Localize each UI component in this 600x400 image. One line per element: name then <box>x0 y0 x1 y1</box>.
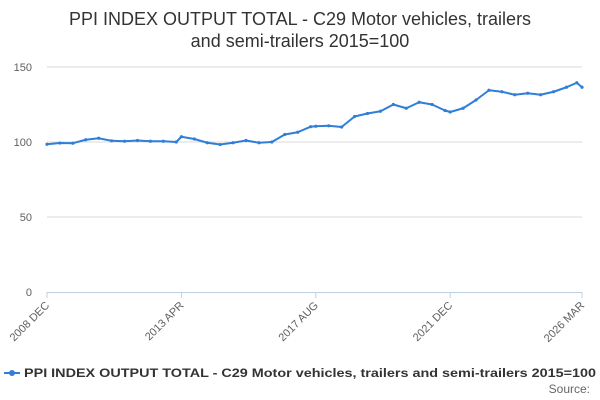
data-point[interactable] <box>340 125 344 129</box>
data-point[interactable] <box>461 106 465 110</box>
data-point[interactable] <box>296 130 300 134</box>
data-point[interactable] <box>448 110 452 114</box>
data-point[interactable] <box>283 132 287 137</box>
legend[interactable]: PPI INDEX OUTPUT TOTAL - C29 Motor vehic… <box>4 366 596 380</box>
data-point[interactable] <box>430 102 434 107</box>
data-point[interactable] <box>270 140 274 144</box>
y-tick-label: 50 <box>20 212 32 224</box>
chart-title-line-2: and semi-trailers 2015=100 <box>191 31 410 51</box>
data-point[interactable] <box>474 98 478 102</box>
data-point[interactable] <box>257 141 261 145</box>
data-point[interactable] <box>314 124 318 128</box>
data-point[interactable] <box>487 88 491 92</box>
data-point[interactable] <box>500 90 504 94</box>
chart-title-line-1: PPI INDEX OUTPUT TOTAL - C29 Motor vehic… <box>69 9 531 29</box>
data-point[interactable] <box>404 106 408 110</box>
x-tick-label: 2017 AUG <box>277 300 321 344</box>
data-point[interactable] <box>84 138 88 142</box>
y-axis-ticks: 0 50 100 150 <box>14 62 32 299</box>
data-point[interactable] <box>231 141 235 145</box>
data-point[interactable] <box>513 93 517 97</box>
y-tick-label: 150 <box>14 62 32 74</box>
data-point[interactable] <box>97 136 101 140</box>
data-point[interactable] <box>71 141 75 145</box>
data-point[interactable] <box>135 138 140 143</box>
data-point[interactable] <box>148 139 152 143</box>
data-point[interactable] <box>45 142 49 146</box>
x-tick-label: 2013 APR <box>143 300 187 344</box>
x-tick-label: 2021 DEC <box>411 300 455 344</box>
data-point[interactable] <box>244 138 248 143</box>
x-tick-label: 2026 MAR <box>542 300 587 345</box>
data-point[interactable] <box>365 111 370 116</box>
data-point[interactable] <box>122 139 127 143</box>
data-point[interactable] <box>378 109 383 113</box>
data-point[interactable] <box>110 139 114 143</box>
gridlines <box>47 66 582 218</box>
data-point[interactable] <box>443 108 447 113</box>
data-point[interactable] <box>179 135 183 139</box>
data-point[interactable] <box>174 140 178 144</box>
y-tick-label: 100 <box>14 137 32 149</box>
data-point[interactable] <box>575 81 579 85</box>
y-tick-label: 0 <box>26 287 32 299</box>
data-point[interactable] <box>218 142 222 147</box>
data-point[interactable] <box>539 93 543 97</box>
series-group <box>45 81 584 147</box>
data-point[interactable] <box>161 139 165 143</box>
data-point[interactable] <box>551 90 556 94</box>
data-point[interactable] <box>192 137 196 141</box>
source-label: Source: <box>549 382 590 396</box>
data-point[interactable] <box>580 85 584 89</box>
data-point[interactable] <box>526 91 530 95</box>
data-point[interactable] <box>564 85 569 89</box>
data-point[interactable] <box>391 102 395 107</box>
data-point[interactable] <box>352 114 357 119</box>
data-point[interactable] <box>58 141 62 145</box>
data-point[interactable] <box>417 100 421 104</box>
legend-dot-marker <box>9 370 15 376</box>
x-axis-ticks: 2008 DEC 2013 APR 2017 AUG 2021 DEC 2026 MAR <box>8 292 587 345</box>
data-point[interactable] <box>327 124 331 128</box>
data-point[interactable] <box>309 125 313 129</box>
legend-item-label[interactable]: PPI INDEX OUTPUT TOTAL - C29 Motor vehic… <box>24 366 596 380</box>
x-tick-label: 2008 DEC <box>8 300 52 344</box>
data-point[interactable] <box>205 141 209 145</box>
